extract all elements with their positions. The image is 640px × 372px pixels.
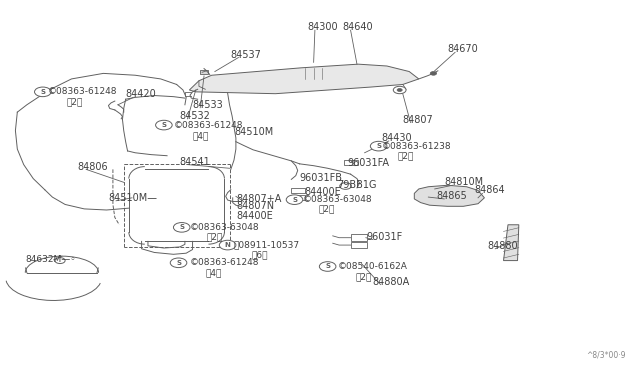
Circle shape xyxy=(319,262,336,271)
Text: ©08363-61238: ©08363-61238 xyxy=(382,142,451,151)
Text: 84537: 84537 xyxy=(231,50,262,60)
Circle shape xyxy=(371,141,387,151)
Text: （4）: （4） xyxy=(193,131,209,140)
Circle shape xyxy=(220,240,236,250)
Text: 84632M—◦: 84632M—◦ xyxy=(26,255,76,264)
Text: S: S xyxy=(179,224,184,230)
Circle shape xyxy=(286,195,303,205)
FancyBboxPatch shape xyxy=(291,188,305,193)
Text: 84806: 84806 xyxy=(78,162,109,172)
Circle shape xyxy=(173,222,190,232)
Text: 84533: 84533 xyxy=(193,100,223,110)
Text: 84670: 84670 xyxy=(447,44,478,54)
Polygon shape xyxy=(414,185,484,206)
Text: 84865: 84865 xyxy=(436,191,467,201)
Text: 84541: 84541 xyxy=(180,157,211,167)
Circle shape xyxy=(170,258,187,267)
Text: ©08363-63048: ©08363-63048 xyxy=(189,223,259,232)
Text: ©08363-63048: ©08363-63048 xyxy=(303,195,372,204)
Text: S: S xyxy=(292,197,297,203)
Text: （2）: （2） xyxy=(207,232,223,241)
Text: S: S xyxy=(376,143,381,149)
Text: （6）: （6） xyxy=(252,250,268,259)
Text: 79BB1G: 79BB1G xyxy=(337,180,377,190)
Text: （2）: （2） xyxy=(397,151,414,160)
Text: 84880A: 84880A xyxy=(372,277,410,287)
Text: 84880: 84880 xyxy=(487,241,518,251)
Text: 84510M: 84510M xyxy=(234,128,273,138)
Text: 84400E: 84400E xyxy=(236,211,273,221)
Text: ©08363-61248: ©08363-61248 xyxy=(47,87,116,96)
Text: 84532: 84532 xyxy=(180,111,211,121)
FancyBboxPatch shape xyxy=(298,68,333,79)
Text: N: N xyxy=(225,242,230,248)
Text: （2）: （2） xyxy=(67,98,83,107)
Text: 84640: 84640 xyxy=(342,22,373,32)
Text: 84510M—: 84510M— xyxy=(108,193,157,203)
FancyBboxPatch shape xyxy=(200,70,208,74)
Circle shape xyxy=(35,87,51,97)
Text: S: S xyxy=(40,89,45,95)
Text: S: S xyxy=(176,260,181,266)
FancyBboxPatch shape xyxy=(351,234,367,241)
FancyBboxPatch shape xyxy=(351,242,367,248)
Text: 84864: 84864 xyxy=(474,185,505,195)
Text: 84810M: 84810M xyxy=(444,177,483,187)
Circle shape xyxy=(55,258,65,263)
Text: S: S xyxy=(161,122,166,128)
Text: ^8/3*00·9: ^8/3*00·9 xyxy=(586,350,626,359)
Text: 84420: 84420 xyxy=(125,89,156,99)
Circle shape xyxy=(430,71,436,75)
Circle shape xyxy=(156,120,172,130)
Text: 84807+A: 84807+A xyxy=(236,194,281,204)
Circle shape xyxy=(394,86,406,94)
Text: 84807: 84807 xyxy=(403,115,433,125)
Text: （2）: （2） xyxy=(355,272,371,281)
Text: ©08363-61248: ©08363-61248 xyxy=(173,121,243,129)
Text: （4）: （4） xyxy=(205,268,221,277)
Text: ⓝ08911-10537: ⓝ08911-10537 xyxy=(234,241,300,250)
Text: ©08540-6162A: ©08540-6162A xyxy=(338,262,408,271)
Text: S: S xyxy=(325,263,330,269)
FancyBboxPatch shape xyxy=(344,160,358,165)
Circle shape xyxy=(397,89,402,92)
Polygon shape xyxy=(504,225,519,260)
Text: 84300: 84300 xyxy=(307,22,338,32)
Text: 84807N: 84807N xyxy=(236,201,274,211)
Circle shape xyxy=(340,183,351,189)
Text: 96031FA: 96031FA xyxy=(348,158,389,168)
Polygon shape xyxy=(189,64,419,94)
Text: ©08363-61248: ©08363-61248 xyxy=(189,258,259,267)
Text: 84430: 84430 xyxy=(382,133,412,143)
Text: 84400E: 84400E xyxy=(304,187,341,197)
Text: （2）: （2） xyxy=(319,204,335,214)
Text: 96031F: 96031F xyxy=(366,232,402,241)
Text: 96031FB: 96031FB xyxy=(300,173,342,183)
FancyBboxPatch shape xyxy=(291,195,305,200)
